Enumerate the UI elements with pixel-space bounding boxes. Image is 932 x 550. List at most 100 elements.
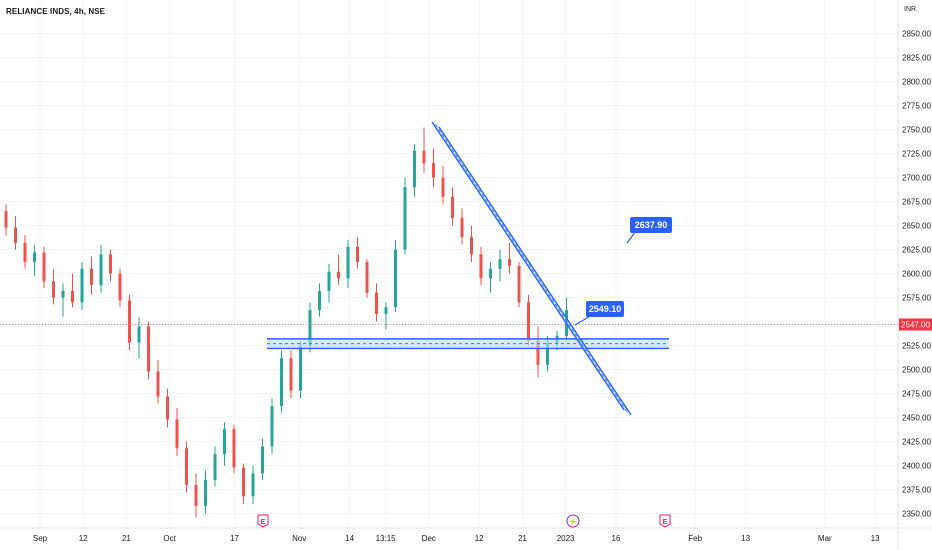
candle-body [156,371,160,397]
descending-channel-mid [435,124,628,413]
x-tick-label: Sep [33,534,48,543]
currency-label: INR [904,6,916,13]
candle-body [185,448,188,485]
x-tick-label: 2023 [557,534,575,543]
candle-body [308,310,312,346]
candle-layer [4,127,568,518]
candle-body [546,342,549,365]
candle-body [71,290,74,303]
descending-channel-upper[interactable] [431,121,625,411]
candle-body [61,290,65,298]
candle-body [422,150,426,164]
candle-body [356,246,359,263]
candle-body [299,345,302,391]
candle-body [394,249,397,308]
candle-body [118,273,122,301]
event-marker-label: E [261,519,266,526]
descending-channel-fill[interactable] [432,121,631,415]
callout-label: 2637.90 [635,220,668,230]
last-price-label: 2547.00 [901,320,930,329]
x-tick-label: 12 [475,534,484,543]
candle-body [432,163,435,178]
candle-body [223,429,226,455]
event-marker-shape [257,514,269,528]
candle-body [14,227,17,243]
x-tick-label: 13:15 [376,534,397,543]
x-tick-label: 21 [518,534,527,543]
x-tick-label: 21 [122,534,131,543]
candle-body [346,246,350,279]
event-marker-label: E [663,519,668,526]
candle-body [384,307,388,314]
event-marker-label: ⚡ [569,517,578,526]
chart-title: RELIANCE INDS, 4h, NSE [6,7,106,16]
earnings-event-icon[interactable]: E [659,514,671,528]
candle-body [147,326,150,372]
candle-body [166,396,169,420]
candle-body [270,406,274,447]
candle-body [194,484,198,506]
event-layer[interactable]: E ⚡ E [257,514,671,528]
x-tick-label: 16 [612,534,621,543]
y-tick-label: 2700.00 [902,174,931,183]
price-callout[interactable]: 2637.90 [626,217,672,244]
y-tick-label: 2675.00 [902,198,931,207]
event-marker-shape [566,514,580,528]
drawing-layer[interactable]: 2637.90 2549.10 [0,121,898,416]
candle-body [508,259,511,266]
candle-body [289,358,293,391]
candle-body [251,473,255,497]
candle-body [80,268,84,303]
price-callout[interactable]: 2549.10 [574,301,624,326]
candle-body [261,446,264,474]
y-tick-label: 2350.00 [902,510,931,519]
candle-body [403,187,407,250]
candle-body [137,326,141,343]
y-tick-label: 2625.00 [902,246,931,255]
last-price-tag [899,318,932,331]
x-tick-label: 13 [871,534,880,543]
callout-box [586,301,624,317]
x-tick-label: Oct [163,534,176,543]
candle-body [4,211,8,228]
descending-channel-lower[interactable] [438,126,632,416]
candle-body [536,340,540,365]
y-tick-label: 2800.00 [902,78,931,87]
candle-body [441,177,445,197]
candle-body [42,252,46,282]
candle-body [175,419,179,449]
x-tick-label: Dec [422,534,436,543]
candle-body [109,254,112,274]
candle-body [527,302,530,341]
candle-body [365,262,369,293]
candle-body [460,217,464,238]
candle-body [337,271,340,279]
y-tick-label: 2575.00 [902,294,931,303]
y-tick-label: 2725.00 [902,150,931,159]
dividend-event-icon[interactable]: ⚡ [566,514,580,528]
y-tick-label: 2450.00 [902,414,931,423]
candle-body [498,259,502,269]
earnings-event-icon[interactable]: E [257,514,269,528]
candle-body [327,271,331,291]
y-tick-label: 2750.00 [902,126,931,135]
y-tick-label: 2425.00 [902,438,931,447]
candle-body [479,254,483,279]
y-tick-label: 2475.00 [902,390,931,399]
y-tick-label: 2375.00 [902,486,931,495]
x-tick-label: 12 [79,534,88,543]
callout-box [630,217,672,233]
event-marker-shape [659,514,671,528]
grid-layer [0,0,898,528]
y-tick-label: 2775.00 [902,102,931,111]
candle-body [517,265,521,303]
x-tick-label: Nov [292,534,306,543]
candle-body [413,150,416,188]
y-tick-label: 2850.00 [902,30,931,39]
callout-label: 2549.10 [589,304,622,314]
candle-body [280,358,283,407]
candle-body [470,237,473,255]
